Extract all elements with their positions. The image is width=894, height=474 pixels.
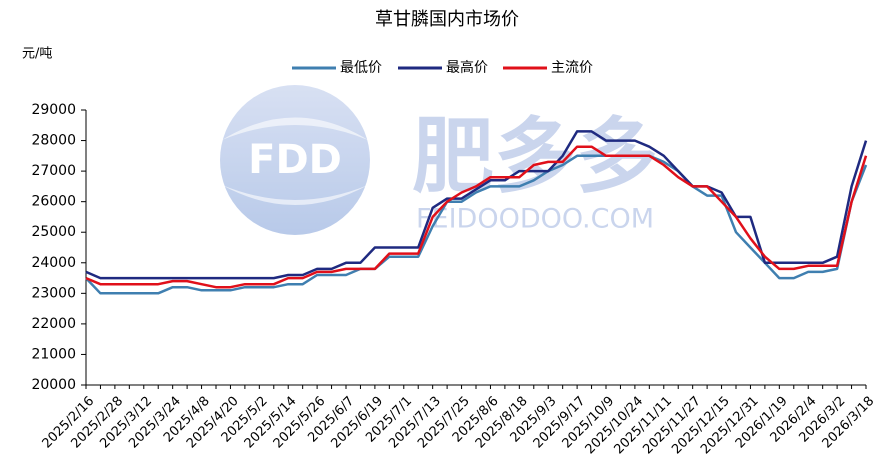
- watermark-swoosh: [222, 117, 368, 140]
- series-line: [85, 145, 868, 289]
- y-tick-label: 28000: [31, 133, 76, 149]
- legend-label: 最高价: [446, 59, 488, 76]
- y-tick-label: 21000: [31, 346, 76, 362]
- y-tick-label: 23000: [31, 285, 76, 301]
- watermark: FDD 肥多多 FEIDOODOO.COM: [220, 85, 658, 235]
- y-tick-label: 25000: [31, 224, 76, 240]
- y-tick-label: 24000: [31, 255, 76, 271]
- watermark-site: FEIDOODOO.COM: [416, 204, 654, 235]
- chart-title: 草甘膦国内市场价: [375, 9, 519, 30]
- y-tick-label: 26000: [31, 194, 76, 210]
- watermark-swoosh: [222, 185, 368, 205]
- watermark-logo: [220, 85, 370, 235]
- y-tick-label: 20000: [31, 377, 76, 393]
- series-line: [85, 154, 868, 295]
- watermark-logo-text: FDD: [248, 137, 342, 183]
- y-tick-label: 27000: [31, 163, 76, 179]
- y-tick-label: 29000: [31, 102, 76, 118]
- y-tick-label: 22000: [31, 316, 76, 332]
- y-axis-label: 元/吨: [22, 47, 52, 62]
- legend-label: 主流价: [551, 60, 593, 76]
- legend-label: 最低价: [340, 60, 382, 76]
